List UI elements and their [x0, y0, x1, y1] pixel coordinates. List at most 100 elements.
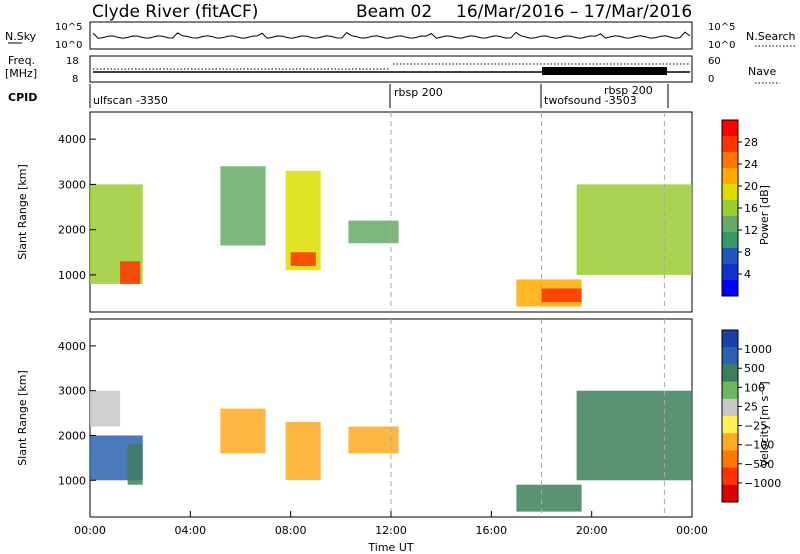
velocity-colorbar-tick-label: −1000 — [744, 477, 781, 490]
power-patch-5 — [348, 220, 399, 244]
y-tick-label: 4000 — [58, 133, 86, 146]
power-colorbar-swatch — [722, 152, 738, 169]
power-colorbar-tick-label: 28 — [744, 136, 758, 149]
nsky-tick-bottom: 10^0 — [55, 40, 82, 51]
cpid-segment-1: ulfscan -3350 — [93, 94, 168, 107]
power-patch-4 — [290, 252, 316, 266]
velocity-colorbar-tick-label: −100 — [744, 439, 774, 452]
velocity-marks — [90, 319, 692, 517]
velocity-colorbar: 1000 500 100 25 −25 −100 −500 −1000 — [721, 329, 781, 503]
power-patch-2 — [220, 166, 266, 246]
velocity-patch-3 — [220, 408, 266, 454]
y-tick-label: 2000 — [58, 429, 86, 442]
velocity-y-ticks: 4000 3000 2000 1000 — [58, 340, 96, 487]
y-tick-label: 2000 — [58, 224, 86, 237]
power-colorbar-label: Power [dB] — [758, 185, 771, 245]
power-colorbar-tick-label: 4 — [744, 268, 751, 281]
x-tick-label: 20:00 — [576, 524, 608, 537]
x-tick-label: 00:00 — [74, 524, 106, 537]
y-tick-label: 1000 — [58, 474, 86, 487]
power-colorbar-swatch — [722, 168, 738, 185]
twofsound-freq-band — [542, 67, 667, 75]
freq-panel — [89, 55, 693, 83]
velocity-y-axis-label: Slant Range [km] — [16, 370, 29, 466]
velocity-colorbar-tick-label: −25 — [744, 420, 767, 433]
cpid-label: CPID — [8, 91, 37, 104]
beam-label: Beam 02 — [356, 2, 432, 22]
velocity-colorbar-swatch — [722, 416, 738, 434]
velocity-patch-1 — [90, 390, 121, 427]
power-colorbar-swatch — [722, 264, 738, 281]
x-tick-label: 04:00 — [174, 524, 206, 537]
date-range: 16/Mar/2016 – 17/Mar/2016 — [456, 2, 692, 22]
nsearch-tick-top: 10^5 — [708, 22, 735, 33]
velocity-colorbar-swatch — [722, 381, 738, 400]
velocity-patch-2 — [127, 444, 143, 485]
power-colorbar: 28 24 20 16 12 8 4 — [721, 119, 758, 297]
velocity-heatmap-panel: 4000 3000 2000 1000 Slant Range [km] — [16, 318, 693, 518]
nsearch-label: N.Search — [746, 30, 796, 43]
power-y-axis-label: Slant Range [km] — [16, 164, 29, 260]
power-colorbar-swatch — [722, 120, 738, 137]
nsky-panel — [89, 21, 693, 50]
x-tick-label: 08:00 — [275, 524, 307, 537]
cpid-segment-3: twofsound -3503 — [544, 94, 637, 107]
freq-unit: [MHz] — [5, 67, 37, 80]
velocity-colorbar-swatch — [722, 347, 738, 365]
nsky-label: N.Sky — [5, 30, 37, 43]
freq-label: Freq. — [8, 54, 35, 67]
power-colorbar-swatch — [722, 136, 738, 153]
velocity-patch-4 — [285, 422, 321, 481]
power-colorbar-tick-label: 8 — [744, 246, 751, 259]
velocity-colorbar-swatch — [722, 330, 738, 348]
power-patch-8 — [576, 184, 692, 275]
velocity-patch-7 — [576, 390, 692, 481]
chart-title: Clyde River (fitACF) — [92, 2, 258, 22]
velocity-colorbar-label: Velocity [m s⁻¹] — [758, 381, 771, 466]
velocity-colorbar-tick-label: −500 — [744, 458, 774, 471]
y-tick-label: 1000 — [58, 269, 86, 282]
power-patch-1 — [120, 261, 141, 284]
x-tick-label: 16:00 — [475, 524, 507, 537]
nsky-trace — [92, 31, 691, 39]
power-colorbar-swatch — [722, 280, 738, 297]
power-colorbar-tick-label: 16 — [744, 202, 758, 215]
velocity-patch-5 — [348, 426, 399, 454]
velocity-colorbar-swatch — [722, 484, 738, 503]
freq-tick-top: 18 — [66, 56, 79, 67]
velocity-patch-6 — [516, 484, 582, 512]
nave-tick-bottom: 0 — [708, 74, 714, 85]
power-colorbar-tick-label: 24 — [744, 158, 758, 171]
freq-tick-bottom: 8 — [72, 74, 78, 85]
power-heatmap-panel: 4000 3000 2000 1000 Slant Range [km] — [16, 111, 693, 313]
power-colorbar-tick-label: 12 — [744, 224, 758, 237]
x-tick-label: 12:00 — [375, 524, 407, 537]
power-colorbar-swatch — [722, 248, 738, 265]
velocity-colorbar-swatch — [722, 450, 738, 469]
power-patch-7 — [541, 288, 582, 303]
power-y-ticks: 4000 3000 2000 1000 — [58, 133, 96, 282]
nave-label: Nave — [748, 65, 776, 78]
velocity-colorbar-frame — [721, 329, 739, 503]
cpid-segment-2: rbsp 200 — [394, 86, 443, 99]
power-colorbar-swatch — [722, 200, 738, 217]
velocity-colorbar-tick-label: 100 — [744, 381, 765, 394]
y-tick-label: 4000 — [58, 340, 86, 353]
velocity-colorbar-swatch — [722, 433, 738, 451]
velocity-colorbar-tick-label: 500 — [744, 362, 765, 375]
velocity-colorbar-swatch — [722, 364, 738, 383]
power-colorbar-swatch — [722, 184, 738, 201]
y-tick-label: 3000 — [58, 385, 86, 398]
nsearch-tick-bottom: 10^0 — [708, 40, 735, 51]
nave-tick-top: 60 — [708, 56, 721, 67]
nsky-tick-top: 10^5 — [55, 22, 82, 33]
velocity-colorbar-tick-label: 1000 — [744, 343, 772, 356]
x-axis-ticks: 00:00 04:00 08:00 12:00 16:00 20:00 00:00 — [74, 511, 708, 537]
power-marks — [90, 112, 692, 312]
x-tick-label: 00:00 — [676, 524, 708, 537]
velocity-colorbar-swatch — [722, 398, 738, 417]
velocity-colorbar-tick-label: 25 — [744, 400, 758, 413]
power-colorbar-swatch — [722, 232, 738, 249]
velocity-colorbar-swatch — [722, 467, 738, 486]
